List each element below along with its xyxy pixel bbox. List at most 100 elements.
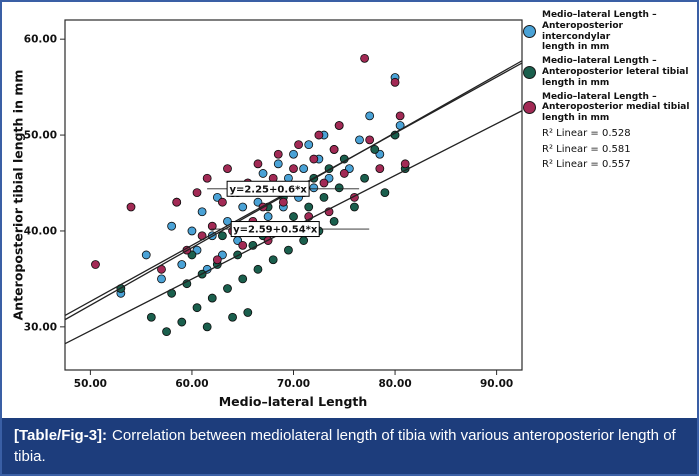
scatter-point <box>304 140 314 150</box>
equation-box <box>226 180 310 197</box>
equation-label: y=2.25+0.6*x <box>229 184 307 195</box>
caption-label: [Table/Fig-3]: <box>14 427 108 444</box>
legend-item: Medio–lateral Length – Anteroposterior in… <box>523 10 693 53</box>
scatter-point <box>243 308 253 317</box>
x-axis-title: Medio–lateral Length <box>218 394 368 409</box>
scatter-point <box>273 149 283 159</box>
caption-text: Correlation between mediolateral length … <box>14 427 676 465</box>
y-tick-label: 40.00 <box>24 225 57 237</box>
scatter-point <box>350 202 359 212</box>
scatter-point <box>91 260 100 269</box>
scatter-point <box>273 159 283 169</box>
y-tick-label: 30.00 <box>24 321 57 333</box>
scatter-point <box>187 226 197 236</box>
scatter-point <box>314 130 324 140</box>
scatter-point <box>355 135 364 145</box>
scatter-point <box>299 236 309 245</box>
scatter-point <box>162 327 171 337</box>
legend-item-label: Medio–lateral Length – Anteroposterior in… <box>542 10 657 53</box>
scatter-point <box>238 274 248 284</box>
scatter-point <box>207 293 217 303</box>
scatter-point <box>167 221 177 231</box>
scatter-point <box>400 159 410 169</box>
y-axis-title: Anteroposterior tibial length in mm <box>10 69 26 321</box>
caption-bar: [Table/Fig-3]: Correlation between mediol… <box>2 418 697 474</box>
scatter-point <box>334 183 344 193</box>
scatter-point <box>202 322 212 332</box>
r2-labels: R² Linear = 0.528 R² Linear = 0.581 R² Lin… <box>542 126 631 173</box>
scatter-point <box>309 154 319 164</box>
scatter-point <box>192 303 202 313</box>
scatter-point <box>253 159 263 169</box>
scatter-plot: 50.00 60.00 70.00 80.00 90.00 30.00 40.00 50.00… <box>24 19 523 390</box>
equation-box <box>230 221 320 238</box>
legend-item: Medio–lateral Length – Anteroposterior le… <box>523 56 693 88</box>
scatter-point <box>365 111 375 121</box>
scatter-point <box>253 264 263 274</box>
scatter-point <box>370 145 380 154</box>
scatter-point <box>319 178 329 188</box>
scatter-point <box>375 164 385 174</box>
legend-item-label: Medio–lateral Length – Anteroposterior le… <box>542 56 689 88</box>
legend-marker-icon <box>523 101 536 115</box>
scatter-point <box>289 164 298 174</box>
scatter-point <box>228 312 237 322</box>
scatter-point <box>192 188 202 198</box>
scatter-point <box>360 53 369 63</box>
scatter-point <box>202 173 212 183</box>
chart-area: 50.00 60.00 70.00 80.00 90.00 30.00 40.00 50.00… <box>2 2 697 418</box>
scatter-point <box>223 284 232 293</box>
scatter-point <box>218 197 227 207</box>
x-tick-label: 80.00 <box>378 378 411 390</box>
x-tick-label: 70.00 <box>277 378 310 390</box>
scatter-point <box>395 111 405 121</box>
scatter-point <box>339 169 349 178</box>
r2-label: R² Linear = 0.557 <box>542 159 631 170</box>
r2-label: R² Linear = 0.528 <box>542 128 631 139</box>
scatter-point <box>390 77 400 87</box>
scatter-point <box>146 312 156 322</box>
scatter-point <box>284 245 293 255</box>
scatter-point <box>319 192 329 202</box>
scatter-point <box>263 212 273 221</box>
scatter-point <box>299 164 309 174</box>
legend-item-label: Medio–lateral Length – Anteroposterior me… <box>542 91 690 124</box>
scatter-point <box>294 140 303 150</box>
scatter-point <box>268 255 278 265</box>
y-tick-label: 60.00 <box>24 34 57 46</box>
scatter-point <box>289 212 298 221</box>
scatter-point <box>177 260 187 269</box>
legend-marker-icon <box>523 25 536 39</box>
y-tick-label: 50.00 <box>24 130 57 142</box>
scatter-point <box>197 207 207 217</box>
scatter-point <box>329 216 339 226</box>
scatter-point <box>304 202 314 212</box>
scatter-point <box>141 250 151 260</box>
scatter-point <box>177 317 187 327</box>
scatter-point <box>172 197 182 207</box>
legend: Medio–lateral Length – Anteroposterior in… <box>523 10 693 124</box>
scatter-point <box>289 149 298 159</box>
equation-label: y=2.59+0.54*x <box>233 225 318 236</box>
scatter-point <box>157 274 166 284</box>
scatter-point <box>258 169 268 178</box>
scatter-point <box>223 164 232 174</box>
scatter-point <box>238 202 248 212</box>
scatter-point <box>365 135 375 145</box>
scatter-point <box>207 221 217 231</box>
scatter-point <box>309 183 319 193</box>
scatter-point <box>126 202 136 212</box>
scatter-point <box>218 231 227 241</box>
legend-item: Medio–lateral Length – Anteroposterior me… <box>523 92 693 124</box>
x-tick-label: 50.00 <box>74 378 107 390</box>
x-tick-label: 60.00 <box>175 378 208 390</box>
scatter-point <box>334 121 344 130</box>
scatter-point <box>380 188 390 198</box>
scatter-point <box>360 173 369 183</box>
scatter-point <box>238 240 248 250</box>
scatter-point <box>212 255 222 265</box>
x-tick-label: 90.00 <box>480 378 513 390</box>
r2-label: R² Linear = 0.581 <box>542 143 631 155</box>
legend-marker-icon <box>523 65 536 79</box>
